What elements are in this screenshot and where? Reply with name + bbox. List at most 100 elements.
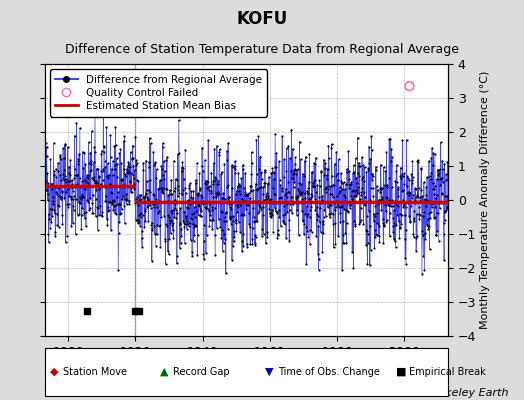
Point (84, 199, 92, 205)
Point (168, 207, 177, 214)
Point (320, 214, 328, 220)
Point (313, 211, 322, 217)
Point (380, 222, 388, 228)
Point (149, 162, 158, 168)
Point (416, 194, 424, 200)
Point (110, 203, 118, 210)
Point (443, 159, 452, 165)
Point (43, 191, 52, 198)
Point (168, 210, 176, 216)
Point (131, 200, 139, 206)
Point (305, 241, 314, 248)
Point (210, 146, 219, 152)
Point (115, 211, 124, 217)
Point (309, 182, 318, 189)
Point (313, 213, 322, 219)
Point (215, 146, 224, 152)
Point (430, 186, 438, 192)
Point (113, 161, 122, 167)
Point (118, 196, 127, 202)
Point (351, 188, 359, 194)
Point (74, 199, 83, 206)
Point (163, 222, 171, 229)
Point (237, 238, 246, 244)
Point (100, 148, 108, 155)
Point (391, 244, 400, 250)
Point (228, 185, 236, 192)
Point (276, 199, 284, 205)
Point (144, 197, 152, 204)
Point (442, 171, 450, 178)
Point (353, 190, 361, 196)
Point (421, 230, 429, 236)
Point (122, 191, 130, 198)
Point (265, 196, 273, 203)
Point (424, 210, 433, 216)
Point (181, 185, 189, 192)
Point (368, 172, 377, 179)
Point (99, 177, 107, 184)
Text: Time of Obs. Change: Time of Obs. Change (278, 367, 379, 377)
Point (244, 192, 252, 199)
Point (127, 170, 135, 177)
Point (224, 140, 232, 146)
Point (422, 200, 430, 206)
Point (239, 185, 248, 192)
Point (213, 192, 222, 198)
Point (234, 204, 242, 210)
Point (280, 174, 288, 180)
Point (328, 141, 336, 147)
Point (68, 176, 76, 183)
Point (398, 173, 407, 180)
Point (133, 177, 141, 183)
Point (117, 160, 125, 166)
Point (82, 179, 91, 186)
Point (181, 221, 190, 228)
Point (346, 200, 355, 207)
Point (359, 162, 367, 168)
Point (369, 192, 377, 199)
Point (377, 186, 385, 192)
Point (394, 193, 402, 200)
Point (53, 190, 61, 197)
Point (42, 178, 50, 184)
Point (311, 206, 320, 213)
Point (389, 214, 397, 221)
Point (298, 196, 307, 202)
Point (148, 225, 157, 231)
Point (412, 248, 420, 254)
Point (249, 204, 257, 211)
Point (401, 236, 409, 242)
Point (369, 218, 378, 224)
Point (365, 143, 373, 150)
Point (121, 196, 129, 202)
Point (203, 178, 211, 184)
Point (347, 178, 356, 185)
Point (370, 212, 379, 219)
Point (112, 211, 120, 218)
Point (348, 249, 356, 255)
Point (131, 133, 139, 140)
Point (219, 227, 227, 233)
Point (110, 197, 118, 204)
Point (409, 230, 418, 237)
Point (124, 159, 133, 165)
Point (148, 201, 157, 208)
Point (334, 233, 342, 240)
Point (427, 208, 435, 215)
Point (50, 207, 58, 213)
Point (236, 228, 244, 235)
Point (323, 176, 331, 182)
Point (243, 240, 251, 247)
Point (325, 214, 334, 220)
Point (247, 149, 256, 156)
Point (179, 218, 187, 224)
Point (398, 137, 407, 143)
Point (386, 233, 394, 240)
Point (260, 197, 268, 203)
Point (235, 181, 244, 187)
Point (266, 212, 274, 219)
Point (250, 219, 259, 225)
Point (253, 185, 261, 192)
Point (88, 128, 96, 134)
